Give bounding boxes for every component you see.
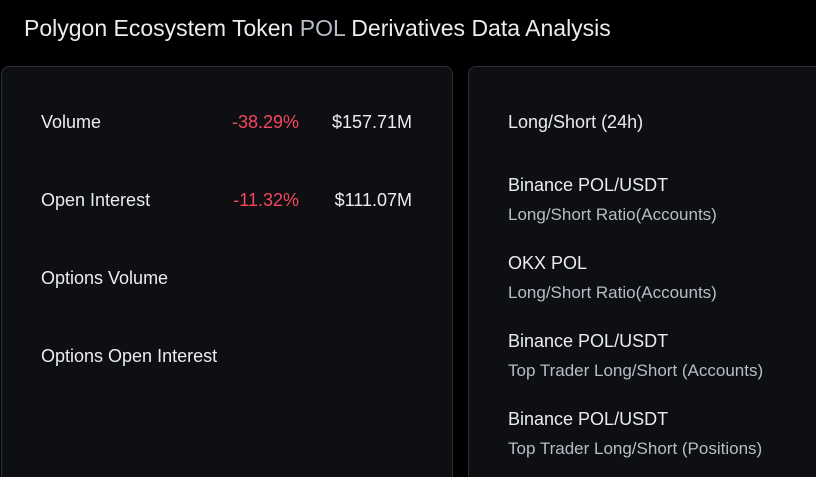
long-short-item[interactable]: Binance POL/USDT Top Trader Long/Short (… xyxy=(508,406,808,462)
metric-label: Options Open Interest xyxy=(41,346,218,366)
metric-row-volume[interactable]: Volume -38.29% $157.71M xyxy=(2,107,452,137)
metric-row-options-volume[interactable]: Options Volume xyxy=(2,263,452,293)
metric-row-open-interest[interactable]: Open Interest -11.32% $111.07M xyxy=(2,185,452,215)
long-short-header: Long/Short (24h) xyxy=(508,112,644,132)
long-short-item-subtitle: Long/Short Ratio(Accounts) xyxy=(508,283,717,302)
long-short-item-name: Binance POL/USDT xyxy=(508,175,669,195)
metric-value: $111.07M xyxy=(334,190,412,210)
long-short-item[interactable]: OKX POL Long/Short Ratio(Accounts) xyxy=(508,250,808,306)
long-short-item-name: Binance POL/USDT xyxy=(508,409,669,429)
metrics-card: Volume -38.29% $157.71M Open Interest -1… xyxy=(1,66,453,477)
metric-change: -11.32% xyxy=(233,190,299,210)
page-title: Polygon Ecosystem Token POL Derivatives … xyxy=(24,13,611,43)
title-suffix: Derivatives Data Analysis xyxy=(344,15,611,41)
long-short-item-subtitle: Long/Short Ratio(Accounts) xyxy=(508,205,717,224)
long-short-item-subtitle: Top Trader Long/Short (Accounts) xyxy=(508,361,764,380)
long-short-card: Long/Short (24h) Binance POL/USDT Long/S… xyxy=(468,66,816,477)
title-symbol: POL xyxy=(299,15,345,41)
metric-label: Open Interest xyxy=(41,190,151,210)
long-short-item-name: OKX POL xyxy=(508,253,588,273)
long-short-item[interactable]: Binance POL/USDT Long/Short Ratio(Accoun… xyxy=(508,172,808,228)
metric-value: $157.71M xyxy=(331,112,412,132)
metric-label: Options Volume xyxy=(41,268,169,288)
metric-label: Volume xyxy=(41,112,102,132)
long-short-item[interactable]: Binance POL/USDT Top Trader Long/Short (… xyxy=(508,328,808,384)
long-short-item-subtitle: Top Trader Long/Short (Positions) xyxy=(508,439,763,458)
metric-change: -38.29% xyxy=(231,112,299,132)
long-short-item-name: Binance POL/USDT xyxy=(508,331,669,351)
metric-row-options-open-interest[interactable]: Options Open Interest xyxy=(2,341,452,371)
title-prefix: Polygon Ecosystem Token xyxy=(24,15,300,41)
